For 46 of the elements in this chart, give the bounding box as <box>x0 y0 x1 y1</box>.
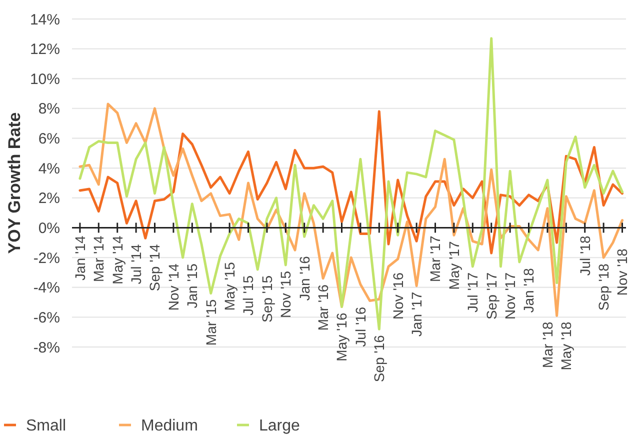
x-tick-label: Nov '17 <box>502 272 518 320</box>
x-tick-label: Jan '16 <box>296 256 312 301</box>
y-tick-label: 10% <box>30 70 60 88</box>
x-tick-label: Sep '18 <box>595 263 612 311</box>
y-tick-label: 2% <box>38 190 60 208</box>
x-tick-label: Jan '18 <box>520 268 537 313</box>
x-tick-label: May '17 <box>446 240 462 290</box>
x-tick-label: Jul '17 <box>464 272 481 313</box>
x-tick-label: Sep '15 <box>258 275 275 323</box>
x-tick-label: Jul '14 <box>128 244 144 284</box>
x-tick-label: Jan '14 <box>72 236 88 280</box>
y-tick-label: 6% <box>38 130 60 148</box>
x-tick-label: Sep '16 <box>371 334 388 382</box>
x-tick-label: Mar '18 <box>539 321 556 368</box>
y-tick-label: 12% <box>30 41 60 58</box>
y-tick-label: -2% <box>33 250 60 267</box>
y-tick-label: -8% <box>33 339 60 356</box>
x-tick-label: Nov '18 <box>614 248 630 296</box>
x-tick-label: May '16 <box>334 312 350 362</box>
x-tick-label: Jan '17 <box>408 292 424 337</box>
x-tick-label: Sep '14 <box>146 244 163 292</box>
x-tick-label: Nov '16 <box>390 272 406 320</box>
x-tick-label: Nov '14 <box>165 263 182 311</box>
x-tick-label: Jul '16 <box>352 306 368 347</box>
y-tick-label: 14% <box>30 11 60 28</box>
x-tick-label: Mar '17 <box>427 236 444 282</box>
legend-label: Medium <box>141 418 198 435</box>
y-tick-label: -4% <box>33 280 60 297</box>
x-tick-label: Mar '15 <box>202 299 219 346</box>
x-tick-label: Nov '15 <box>278 270 294 318</box>
y-tick-label: 0% <box>38 220 60 237</box>
y-axis-title: YOY Growth Rate <box>5 112 24 254</box>
x-tick-label: Jul '18 <box>576 236 593 276</box>
y-tick-label: 8% <box>38 100 60 118</box>
legend-label: Large <box>259 418 300 435</box>
x-tick-label: Jul '15 <box>240 275 256 316</box>
x-tick-label: May '18 <box>558 321 574 370</box>
x-tick-label: Sep '17 <box>483 272 500 320</box>
legend-label: Small <box>26 418 66 435</box>
x-tick-label: May '15 <box>221 262 238 311</box>
x-tick-label: Mar '16 <box>314 284 331 331</box>
x-tick-label: Mar '14 <box>90 236 107 282</box>
y-tick-label: -6% <box>33 309 60 326</box>
x-tick-label: May '14 <box>109 236 126 284</box>
x-tick-label: Jan '15 <box>184 263 200 308</box>
y-tick-label: 4% <box>38 160 60 178</box>
